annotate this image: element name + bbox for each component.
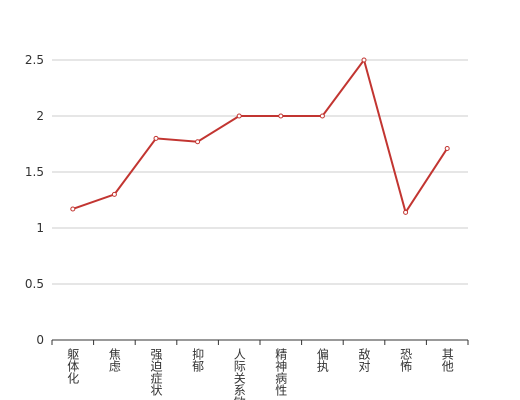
y-tick-label: 0	[36, 333, 44, 347]
point	[403, 209, 409, 215]
point	[319, 113, 325, 119]
point	[278, 113, 284, 119]
y-tick-label: 2	[36, 109, 44, 123]
y-tick-label: 1	[36, 221, 44, 235]
x-tick-label: 恐怖	[399, 348, 413, 372]
x-tick-label: 敌对	[357, 347, 371, 372]
x-tick-label: 其他	[440, 348, 454, 372]
point	[444, 145, 450, 151]
y-tick-label: 0.5	[25, 277, 44, 291]
x-tick-label: 人际关系敏感	[232, 348, 246, 400]
point	[236, 113, 242, 119]
x-tick-label: 焦虑	[107, 348, 121, 372]
y-tick-label: 1.5	[25, 165, 44, 179]
line	[72, 57, 449, 215]
x-tick-label: 抑郁	[191, 347, 205, 373]
x-tick-label: 精神病性	[274, 348, 288, 397]
x-tick-label: 躯体化	[66, 347, 80, 385]
point	[70, 206, 76, 212]
point	[153, 135, 159, 141]
x-tick-label: 强迫症状	[149, 348, 163, 396]
point	[361, 57, 367, 63]
point	[111, 191, 117, 197]
y-tick-label: 2.5	[25, 53, 44, 67]
point	[195, 139, 201, 145]
x-tick-label: 偏执	[315, 347, 329, 373]
